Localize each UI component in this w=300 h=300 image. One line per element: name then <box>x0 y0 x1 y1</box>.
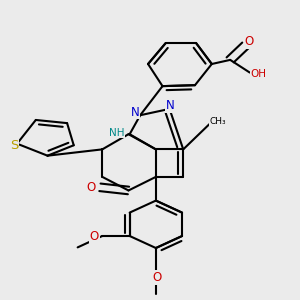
Text: N: N <box>131 106 140 118</box>
Text: O: O <box>152 271 161 284</box>
Text: OH: OH <box>250 69 266 79</box>
Text: O: O <box>90 230 99 243</box>
Text: CH₃: CH₃ <box>210 117 226 126</box>
Text: O: O <box>87 182 96 194</box>
Text: NH: NH <box>110 128 125 138</box>
Text: N: N <box>166 99 175 112</box>
Text: S: S <box>10 139 18 152</box>
Text: O: O <box>244 35 254 48</box>
